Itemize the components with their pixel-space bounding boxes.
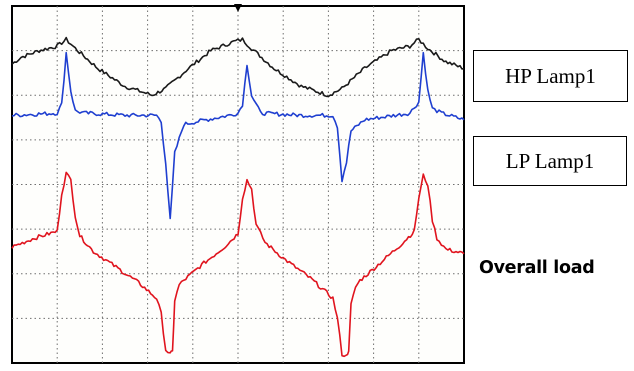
trace-hp-lamp1 — [11, 36, 465, 98]
trace-overall-load — [11, 171, 465, 358]
overall-load-label: Overall load — [479, 258, 595, 278]
trace-lp-lamp1 — [11, 51, 465, 220]
lp-lamp1-label: LP Lamp1 — [473, 136, 627, 186]
traces — [11, 36, 465, 358]
trigger-marker-icon — [234, 4, 242, 12]
hp-lamp1-label: HP Lamp1 — [473, 50, 628, 102]
oscilloscope-plot — [11, 4, 465, 364]
